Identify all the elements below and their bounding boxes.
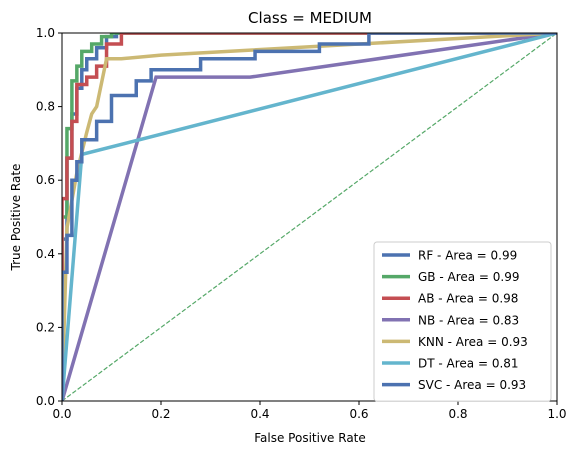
legend-entry-label: DT - Area = 0.81	[418, 357, 519, 371]
legend-entry-label: KNN - Area = 0.93	[418, 335, 528, 349]
y-tick-label: 0.0	[36, 394, 55, 408]
axis-ticks: 0.0 0.2 0.4 0.6 0.8 1.0 0.0 0.2 0.4 0.6 0.8 1.0	[36, 26, 567, 421]
x-axis-label: False Positive Rate	[254, 431, 366, 445]
legend-entry-label: GB - Area = 0.99	[418, 270, 520, 284]
chance-diagonal-line	[62, 33, 557, 401]
legend-box	[373, 241, 552, 402]
roc-series-line-7	[62, 33, 557, 401]
y-tick-label: 0.4	[36, 247, 55, 261]
chart-title: Class = MEDIUM	[248, 9, 372, 27]
legend: RF - Area = 0.99 GB - Area = 0.99 AB - Are…	[373, 241, 552, 402]
x-tick-label: 0.8	[448, 407, 467, 421]
y-tick-label: 0.8	[36, 100, 55, 114]
x-tick-label: 0.6	[349, 407, 368, 421]
roc-series-line-3	[62, 33, 557, 401]
legend-entry-label: AB - Area = 0.98	[418, 292, 518, 306]
y-tick-label: 0.6	[36, 173, 55, 187]
legend-entry-label: RF - Area = 0.99	[418, 249, 517, 263]
x-tick-label: 0.4	[250, 407, 269, 421]
plot-area	[61, 32, 558, 402]
legend-entry-label: SVC - Area = 0.93	[418, 378, 526, 392]
x-tick-label: 1.0	[547, 407, 566, 421]
legend-entry-label: NB - Area = 0.83	[418, 313, 519, 327]
roc-series-line-4	[62, 33, 557, 401]
y-axis-label: True Positive Rate	[9, 164, 23, 272]
x-tick-label: 0.0	[52, 407, 71, 421]
plot-frame	[61, 32, 558, 402]
y-tick-label: 1.0	[36, 26, 55, 40]
y-tick-label: 0.2	[36, 320, 55, 334]
x-tick-label: 0.2	[151, 407, 170, 421]
